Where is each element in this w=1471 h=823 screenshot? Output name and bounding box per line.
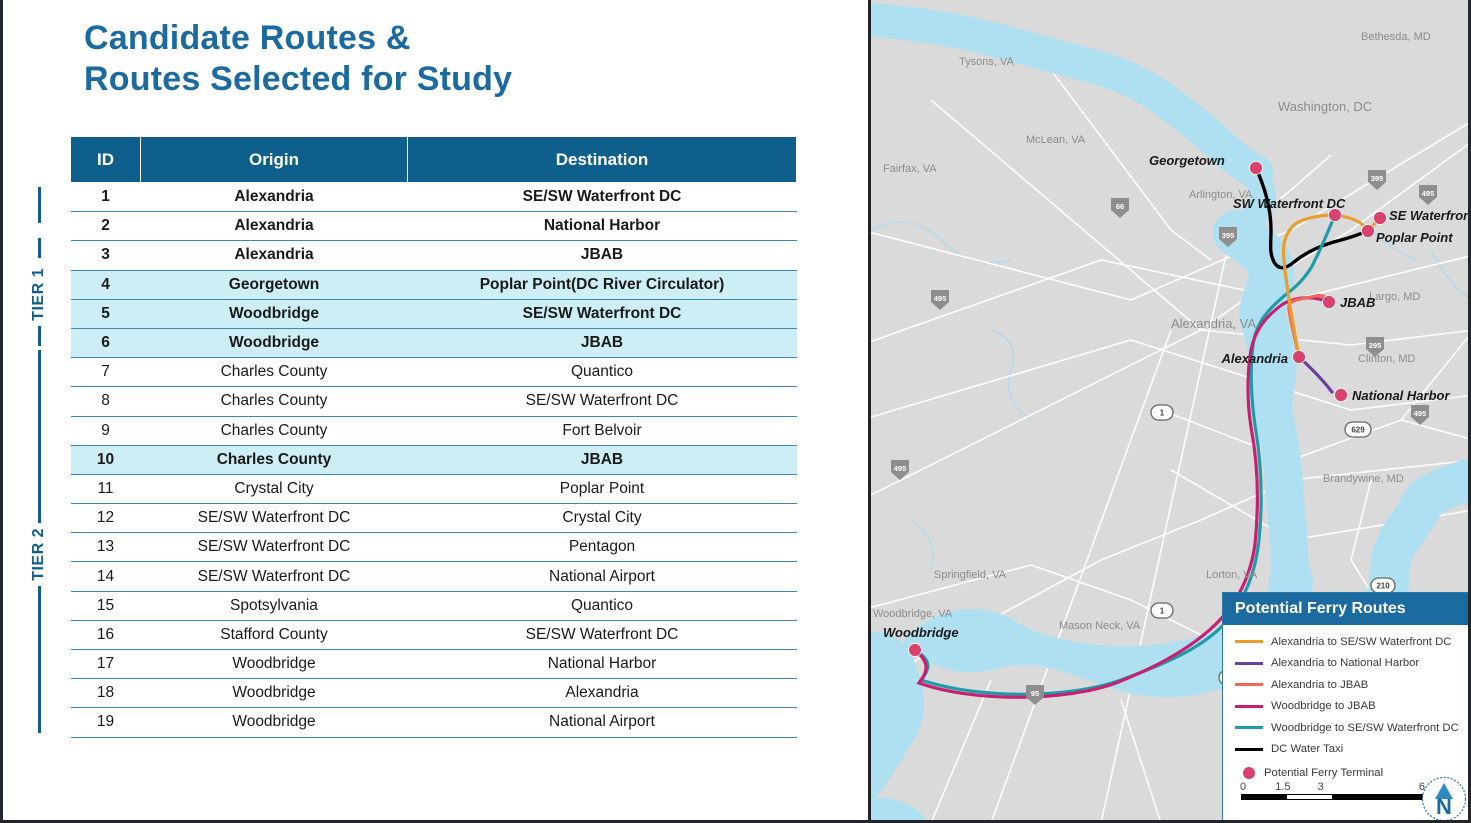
- svg-text:1: 1: [1160, 607, 1165, 616]
- svg-text:National Harbor: National Harbor: [1352, 388, 1450, 403]
- svg-text:Largo, MD: Largo, MD: [1369, 291, 1420, 303]
- svg-text:Fairfax, VA: Fairfax, VA: [883, 163, 937, 175]
- svg-text:95: 95: [1031, 689, 1039, 698]
- svg-text:495: 495: [1414, 409, 1427, 418]
- svg-text:395: 395: [1222, 231, 1235, 240]
- svg-text:495: 495: [934, 294, 947, 303]
- svg-text:Lorton, VA: Lorton, VA: [1206, 569, 1258, 581]
- svg-text:1: 1: [1160, 409, 1165, 418]
- svg-text:Bethesda, MD: Bethesda, MD: [1361, 31, 1431, 43]
- svg-text:SW Waterfront DC: SW Waterfront DC: [1233, 196, 1346, 211]
- svg-text:210: 210: [1376, 582, 1390, 591]
- svg-text:295: 295: [1369, 341, 1382, 350]
- svg-text:Woodbridge: Woodbridge: [883, 625, 959, 640]
- svg-text:Brandywine, MD: Brandywine, MD: [1323, 473, 1404, 485]
- svg-text:Mason Neck, VA: Mason Neck, VA: [1059, 620, 1141, 632]
- svg-text:495: 495: [1422, 189, 1435, 198]
- svg-text:629: 629: [1351, 426, 1365, 435]
- svg-text:Alexandria: Alexandria: [1221, 351, 1288, 366]
- svg-text:Clinton, MD: Clinton, MD: [1358, 353, 1416, 365]
- svg-text:Poplar Point: Poplar Point: [1376, 230, 1453, 245]
- svg-text:Washington, DC: Washington, DC: [1278, 99, 1372, 114]
- svg-text:SE Waterfront DC: SE Waterfront DC: [1389, 208, 1471, 223]
- svg-text:Georgetown: Georgetown: [1149, 153, 1225, 168]
- svg-text:66: 66: [1116, 202, 1124, 211]
- svg-text:395: 395: [1371, 174, 1384, 183]
- svg-text:McLean, VA: McLean, VA: [1026, 134, 1086, 146]
- svg-text:Tysons, VA: Tysons, VA: [959, 56, 1014, 68]
- svg-text:Woodbridge, VA: Woodbridge, VA: [873, 608, 953, 620]
- svg-text:JBAB: JBAB: [1340, 295, 1375, 310]
- svg-text:Alexandria, VA: Alexandria, VA: [1171, 316, 1256, 331]
- svg-text:Springfield, VA: Springfield, VA: [934, 569, 1007, 581]
- svg-text:N: N: [1436, 794, 1452, 819]
- svg-text:495: 495: [894, 464, 907, 473]
